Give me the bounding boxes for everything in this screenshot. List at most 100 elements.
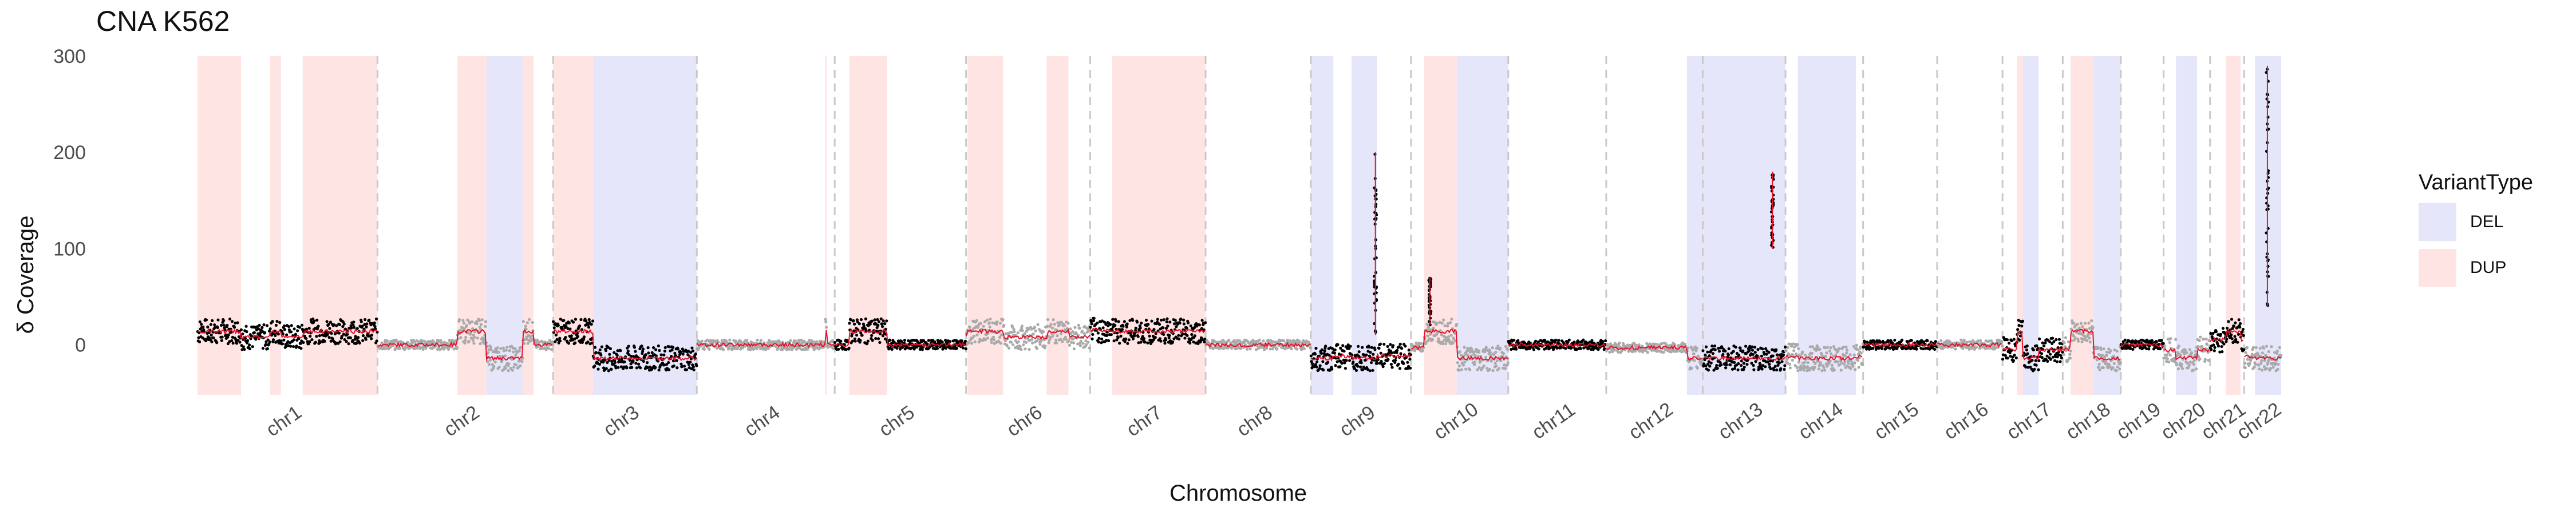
coverage-point bbox=[2026, 352, 2029, 355]
coverage-point bbox=[1536, 340, 1540, 344]
coverage-point bbox=[1564, 347, 1567, 350]
coverage-point bbox=[1348, 359, 1352, 362]
coverage-point bbox=[749, 348, 752, 351]
coverage-point bbox=[1390, 351, 1393, 355]
coverage-point bbox=[1824, 354, 1827, 358]
coverage-point bbox=[1760, 354, 1763, 358]
coverage-point bbox=[1361, 368, 1365, 371]
coverage-point bbox=[361, 339, 365, 342]
coverage-point bbox=[1017, 340, 1020, 343]
coverage-point bbox=[1455, 323, 1459, 326]
trend-line-chr12 bbox=[1606, 344, 1702, 361]
coverage-point bbox=[2190, 351, 2194, 354]
coverage-point bbox=[1442, 318, 1445, 322]
coverage-point bbox=[769, 340, 772, 344]
coverage-point bbox=[517, 349, 521, 352]
coverage-point bbox=[2265, 344, 2268, 348]
coverage-point bbox=[333, 323, 336, 327]
coverage-point bbox=[647, 351, 650, 355]
coverage-point bbox=[1262, 339, 1265, 343]
coverage-point bbox=[2095, 358, 2099, 362]
coverage-point bbox=[267, 329, 271, 333]
coverage-point bbox=[1988, 339, 1991, 343]
coverage-point bbox=[2077, 326, 2081, 330]
coverage-point bbox=[1532, 348, 1536, 351]
coverage-point bbox=[2080, 340, 2084, 344]
coverage-point bbox=[2198, 339, 2201, 342]
coverage-point bbox=[465, 324, 468, 327]
coverage-point bbox=[520, 360, 524, 363]
coverage-point bbox=[1634, 350, 1637, 353]
coverage-point bbox=[2040, 356, 2044, 359]
coverage-point bbox=[1136, 335, 1140, 338]
coverage-point bbox=[489, 345, 492, 348]
coverage-point bbox=[730, 348, 734, 351]
coverage-point bbox=[1026, 328, 1030, 331]
coverage-point bbox=[308, 340, 311, 343]
coverage-point bbox=[1720, 346, 1724, 350]
coverage-point bbox=[231, 335, 234, 339]
coverage-point bbox=[1344, 367, 1348, 370]
coverage-point bbox=[2254, 346, 2258, 350]
coverage-point bbox=[2146, 339, 2149, 343]
coverage-point bbox=[1783, 367, 1786, 371]
coverage-point bbox=[487, 348, 491, 351]
coverage-point bbox=[1200, 319, 1204, 322]
coverage-point bbox=[1803, 360, 1807, 364]
coverage-point bbox=[590, 341, 594, 345]
coverage-point bbox=[1650, 348, 1654, 352]
coverage-point bbox=[1318, 364, 1322, 367]
coverage-point bbox=[1814, 362, 1817, 365]
x-tick-label-chr10: chr10 bbox=[1430, 398, 1482, 444]
coverage-point bbox=[1806, 361, 1809, 365]
coverage-point bbox=[1105, 339, 1108, 342]
coverage-point bbox=[1107, 324, 1110, 328]
coverage-point bbox=[1768, 359, 1772, 363]
coverage-point bbox=[2009, 354, 2012, 358]
coverage-point bbox=[2259, 362, 2263, 365]
trend-line-chr2 bbox=[377, 328, 552, 362]
coverage-point bbox=[1116, 331, 1119, 335]
coverage-point bbox=[1156, 318, 1159, 321]
coverage-point bbox=[2129, 347, 2132, 350]
coverage-point bbox=[839, 339, 843, 343]
coverage-point bbox=[908, 342, 911, 346]
coverage-point bbox=[486, 351, 490, 355]
variant-region-dup bbox=[825, 56, 827, 395]
coverage-point bbox=[1974, 346, 1978, 349]
coverage-point bbox=[200, 323, 203, 326]
coverage-point bbox=[1878, 340, 1882, 344]
coverage-point bbox=[1421, 349, 1424, 352]
coverage-point bbox=[2018, 334, 2022, 338]
coverage-point bbox=[1397, 362, 1400, 366]
coverage-point bbox=[464, 335, 468, 339]
coverage-point bbox=[480, 318, 484, 322]
coverage-point bbox=[327, 336, 331, 339]
coverage-point bbox=[493, 360, 497, 364]
coverage-point bbox=[2011, 355, 2014, 359]
coverage-point bbox=[1854, 368, 1857, 371]
coverage-point bbox=[619, 349, 622, 352]
coverage-point bbox=[552, 326, 556, 330]
coverage-point bbox=[1701, 349, 1705, 352]
coverage-point bbox=[1484, 346, 1488, 349]
coverage-point bbox=[1704, 353, 1707, 357]
coverage-point bbox=[1915, 347, 1918, 351]
coverage-point bbox=[2055, 360, 2059, 363]
coverage-point bbox=[256, 332, 260, 335]
coverage-point bbox=[287, 325, 291, 328]
coverage-point bbox=[524, 324, 527, 328]
coverage-point bbox=[591, 319, 595, 323]
coverage-point bbox=[1534, 339, 1538, 343]
coverage-point bbox=[198, 320, 202, 324]
trend-line-chr11 bbox=[1508, 342, 1606, 348]
coverage-point bbox=[352, 320, 355, 324]
coverage-point bbox=[227, 333, 230, 336]
coverage-point bbox=[2072, 334, 2075, 338]
coverage-point bbox=[960, 339, 963, 343]
coverage-point bbox=[659, 353, 663, 356]
coverage-point bbox=[1775, 368, 1779, 372]
coverage-point bbox=[1764, 365, 1767, 369]
coverage-point bbox=[570, 334, 573, 338]
coverage-point bbox=[1828, 349, 1832, 352]
